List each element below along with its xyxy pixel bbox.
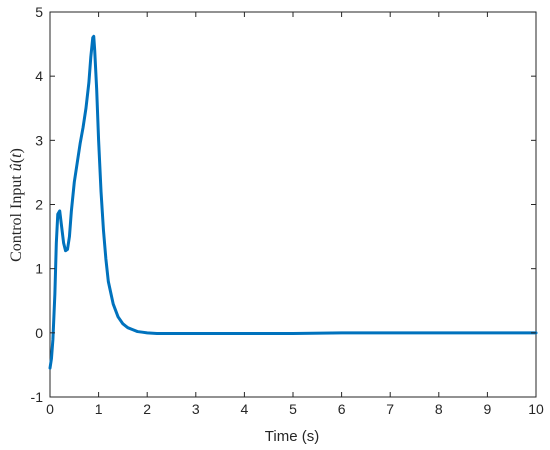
y-axis-label-close-paren: ) — [8, 148, 25, 153]
x-axis-label: Time (s) — [265, 428, 319, 445]
x-tick-label: 1 — [95, 401, 103, 417]
x-axis: 0 1 2 3 4 5 6 7 8 9 10 — [46, 12, 544, 417]
x-tick-label: 9 — [484, 401, 492, 417]
x-tick-label: 6 — [338, 401, 346, 417]
x-tick-label: 7 — [386, 401, 394, 417]
y-tick-label: -1 — [31, 389, 44, 405]
series-line — [48, 34, 538, 370]
x-tick-label: 8 — [435, 401, 443, 417]
y-axis: -1 0 1 2 3 4 5 — [31, 4, 536, 405]
x-tick-label: 2 — [143, 401, 151, 417]
x-tick-label: 5 — [289, 401, 297, 417]
y-axis-label-variable: t — [8, 153, 25, 158]
y-tick-label: 5 — [35, 4, 43, 20]
y-tick-label: 2 — [35, 197, 43, 213]
y-tick-label: 4 — [35, 68, 43, 84]
x-tick-label: 0 — [46, 401, 54, 417]
x-tick-label: 3 — [192, 401, 200, 417]
y-tick-label: 0 — [35, 325, 43, 341]
x-tick-label: 10 — [528, 401, 544, 417]
y-axis-label: Control Input û(t) — [8, 148, 25, 262]
y-axis-label-text: Control Input — [8, 171, 25, 262]
y-tick-label: 1 — [35, 261, 43, 277]
y-axis-label-symbol: û — [8, 163, 25, 171]
x-tick-label: 4 — [241, 401, 249, 417]
y-axis-label-open-paren: ( — [8, 158, 25, 163]
y-tick-label: 3 — [35, 132, 43, 148]
